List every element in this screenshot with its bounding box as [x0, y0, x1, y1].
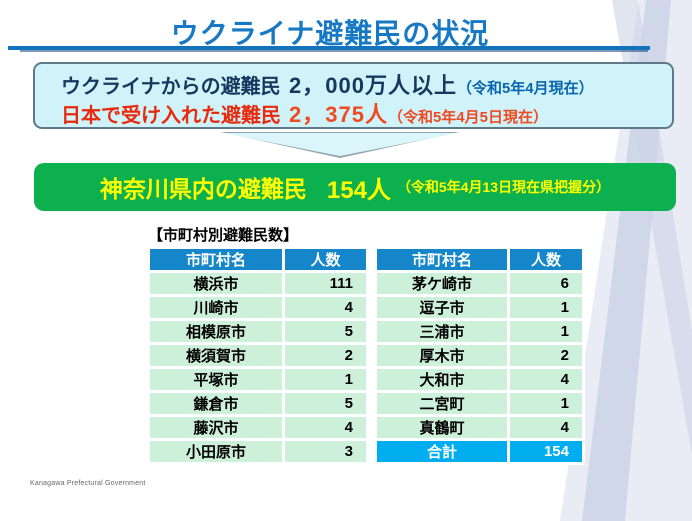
- city-cell: 鎌倉市: [147, 390, 285, 417]
- summary-note: （令和5年4月5日現在）: [387, 109, 548, 126]
- table-row: 三浦市 1: [374, 318, 585, 345]
- page-title: ウクライナ避難民の状況: [170, 18, 490, 49]
- summary-line-japan: 日本で受け入れた避難民 2，375人 （令和5年4月5日現在）: [61, 97, 672, 127]
- count-cell: 111: [282, 270, 369, 297]
- table-row: 横須賀市 2: [147, 342, 369, 369]
- table-row: 藤沢市 4: [147, 414, 369, 441]
- city-cell: 小田原市: [147, 438, 285, 465]
- table-row: 鎌倉市 5: [147, 390, 369, 417]
- table-row: 相模原市 5: [147, 318, 369, 345]
- city-cell: 川崎市: [147, 294, 285, 321]
- footer-org-name: Kanagawa Prefectural Government: [30, 480, 146, 487]
- down-arrow-icon-fill: [223, 133, 457, 156]
- summary-label: 日本で受け入れた避難民: [61, 105, 281, 127]
- count-cell: 2: [282, 342, 369, 369]
- table-row: 小田原市 3: [147, 438, 369, 465]
- count-cell: 6: [507, 270, 585, 297]
- count-cell: 1: [282, 366, 369, 393]
- table-row: 大和市 4: [374, 366, 585, 393]
- count-cell: 5: [282, 390, 369, 417]
- city-cell: 横須賀市: [147, 342, 285, 369]
- column-header: 市町村名: [147, 246, 285, 273]
- count-cell: 1: [507, 390, 585, 417]
- summary-box: ウクライナからの避難民 2，000万人以上 （令和5年4月現在） 日本で受け入れ…: [33, 62, 674, 129]
- kanagawa-label: 神奈川県内の避難民: [99, 176, 307, 202]
- city-cell: 厚木市: [374, 342, 510, 369]
- count-cell: 1: [507, 318, 585, 345]
- municipality-table-right: 市町村名 人数 茅ケ崎市 6 逗子市 1 三浦市 1 厚木市 2 大和市 4 二宮町 1 真…: [374, 246, 585, 465]
- column-header: 人数: [282, 246, 369, 273]
- count-cell: 2: [507, 342, 585, 369]
- summary-note: （令和5年4月現在）: [456, 80, 594, 97]
- city-cell: 平塚市: [147, 366, 285, 393]
- count-cell: 4: [507, 414, 585, 441]
- table-row: 逗子市 1: [374, 294, 585, 321]
- city-cell: 相模原市: [147, 318, 285, 345]
- column-header: 市町村名: [374, 246, 510, 273]
- count-cell: 4: [282, 294, 369, 321]
- summary-label: ウクライナからの避難民: [61, 76, 281, 98]
- city-cell: 大和市: [374, 366, 510, 393]
- summary-value: 2，375人: [289, 102, 388, 127]
- kanagawa-note: （令和5年4月13日現在県把握分）: [396, 179, 611, 195]
- city-cell: 真鶴町: [374, 414, 510, 441]
- table-header-row: 市町村名 人数: [374, 246, 585, 273]
- table-total-row: 合計 154: [374, 438, 585, 465]
- table-caption: 【市町村別避難民数】: [148, 227, 299, 244]
- count-cell: 4: [282, 414, 369, 441]
- count-cell: 5: [282, 318, 369, 345]
- city-cell: 二宮町: [374, 390, 510, 417]
- table-row: 厚木市 2: [374, 342, 585, 369]
- table-row: 横浜市 111: [147, 270, 369, 297]
- count-cell: 3: [282, 438, 369, 465]
- municipality-table-left: 市町村名 人数 横浜市 111 川崎市 4 相模原市 5 横須賀市 2 平塚市 1 鎌倉市…: [147, 246, 369, 465]
- table-row: 平塚市 1: [147, 366, 369, 393]
- municipality-tables: 市町村名 人数 横浜市 111 川崎市 4 相模原市 5 横須賀市 2 平塚市 1 鎌倉市…: [147, 246, 585, 465]
- city-cell: 茅ケ崎市: [374, 270, 510, 297]
- title-underline-shadow: [20, 50, 648, 52]
- city-cell: 横浜市: [147, 270, 285, 297]
- title-underline: [8, 46, 650, 50]
- count-cell: 1: [507, 294, 585, 321]
- table-row: 川崎市 4: [147, 294, 369, 321]
- city-cell: 三浦市: [374, 318, 510, 345]
- table-row: 真鶴町 4: [374, 414, 585, 441]
- summary-line-ukraine: ウクライナからの避難民 2，000万人以上 （令和5年4月現在）: [61, 68, 672, 98]
- count-cell: 4: [507, 366, 585, 393]
- city-cell: 逗子市: [374, 294, 510, 321]
- kanagawa-box: 神奈川県内の避難民 154人 （令和5年4月13日現在県把握分）: [34, 163, 676, 211]
- table-row: 二宮町 1: [374, 390, 585, 417]
- table-row: 茅ケ崎市 6: [374, 270, 585, 297]
- kanagawa-value: 154人: [326, 176, 391, 204]
- total-label-cell: 合計: [374, 438, 510, 465]
- total-value-cell: 154: [507, 438, 585, 465]
- summary-value: 2，000万人以上: [289, 73, 457, 98]
- column-header: 人数: [507, 246, 585, 273]
- city-cell: 藤沢市: [147, 414, 285, 441]
- table-header-row: 市町村名 人数: [147, 246, 369, 273]
